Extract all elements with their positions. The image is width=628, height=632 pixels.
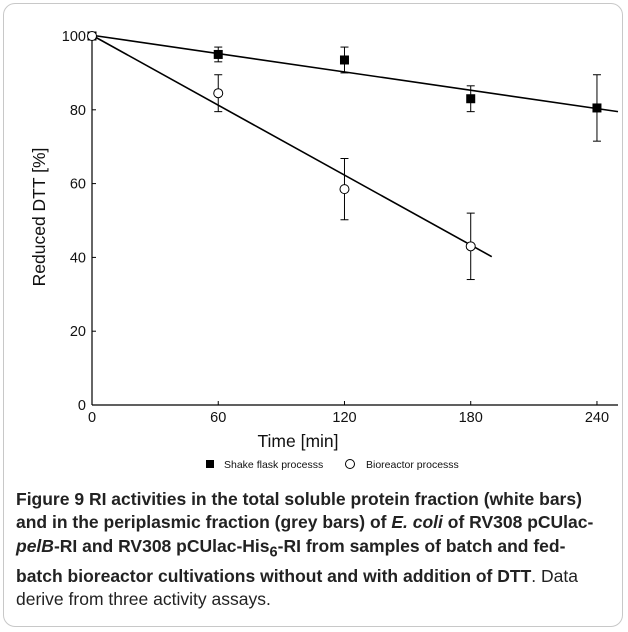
x-tick-label: 120 xyxy=(332,410,356,426)
fit-line xyxy=(91,34,619,113)
data-point xyxy=(213,49,223,59)
data-point xyxy=(339,55,349,65)
axes: 0 60 120 180 240 0 20 40 60 80 100 xyxy=(62,29,618,426)
caption-gene: pelB xyxy=(16,535,54,556)
legend-label-shake-flask: Shake flask processs xyxy=(224,459,323,471)
figure-panel xyxy=(3,3,623,627)
caption-figure-number: Figure 9 xyxy=(16,489,85,509)
fit-line xyxy=(91,34,493,258)
x-tick-label: 180 xyxy=(459,410,483,426)
y-tick-label: 100 xyxy=(62,29,86,45)
x-axis-label: Time [min] xyxy=(257,431,338,451)
y-tick-label: 80 xyxy=(70,103,86,119)
x-tick-label: 240 xyxy=(585,410,609,426)
series-bioreactor xyxy=(87,31,493,281)
data-point xyxy=(87,31,97,41)
data-point xyxy=(213,88,224,99)
legend-marker-shake-flask xyxy=(206,460,214,468)
y-tick-label: 60 xyxy=(70,177,86,193)
data-point xyxy=(592,103,602,113)
chart-area: 0 60 120 180 240 0 20 40 60 80 100 Time [min] Redu… xyxy=(29,29,619,471)
caption-organism: E. coli xyxy=(391,512,443,533)
x-tick-label: 60 xyxy=(210,410,226,426)
y-tick-label: 40 xyxy=(70,250,86,266)
y-axis-label: Reduced DTT [%] xyxy=(29,148,49,287)
data-point xyxy=(465,241,476,252)
data-point xyxy=(339,184,350,195)
legend-label-bioreactor: Bioreactor processs xyxy=(366,459,459,471)
chart-marks xyxy=(87,31,619,281)
x-tick-label: 0 xyxy=(88,410,96,426)
y-tick-label: 20 xyxy=(70,324,86,340)
caption-tail: . Data derive from three activity assays… xyxy=(16,565,578,610)
data-point xyxy=(466,94,476,104)
figure-caption: Figure 9 RI activities in the total solu… xyxy=(16,488,612,612)
legend: Shake flask processs Bioreactor processs xyxy=(206,459,459,471)
y-tick-label: 0 xyxy=(78,398,86,414)
legend-marker-bioreactor xyxy=(345,459,355,469)
series-shake-flask xyxy=(87,31,619,142)
caption-bold: Figure 9 RI activities in the total solu… xyxy=(16,489,594,586)
